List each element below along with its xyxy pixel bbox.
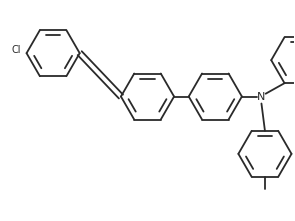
- Text: Cl: Cl: [12, 45, 21, 55]
- Text: N: N: [257, 91, 266, 101]
